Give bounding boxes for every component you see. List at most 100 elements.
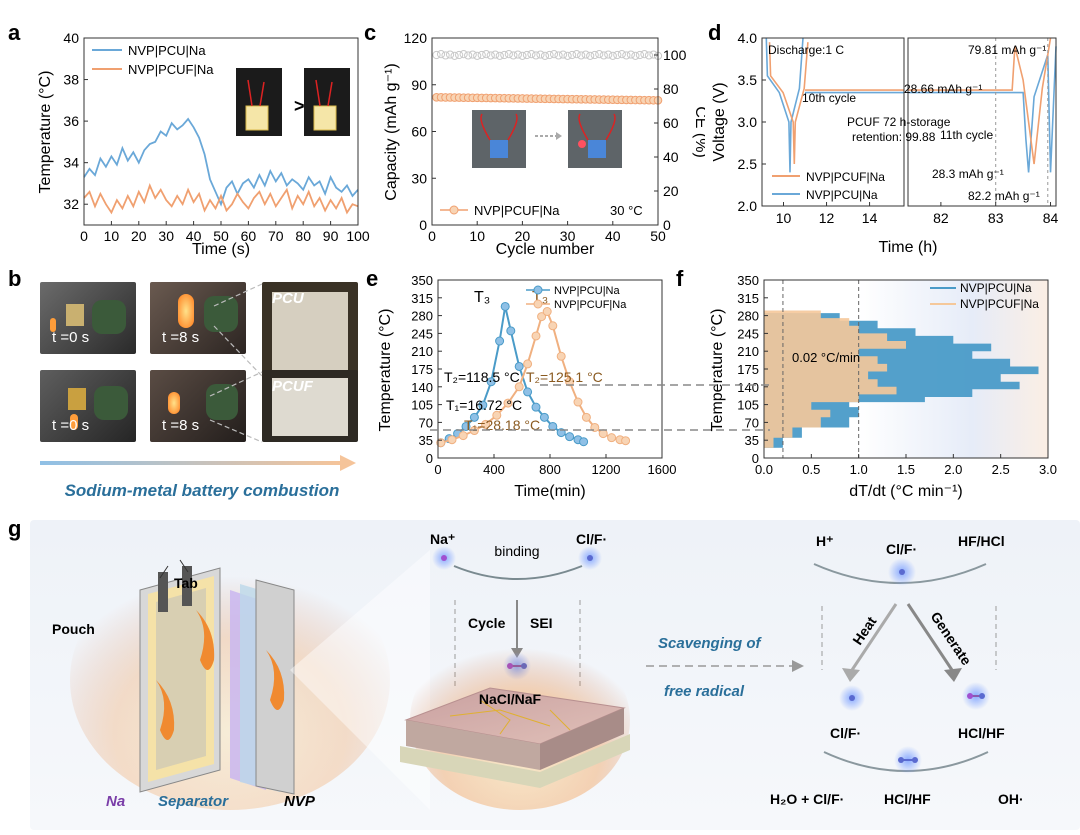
x-tick-label: 80 [295, 228, 311, 244]
d-pcu-left [765, 37, 804, 173]
x-tick-label: 14 [862, 210, 878, 226]
e-point-0 [495, 336, 505, 346]
y-tick-label: 245 [737, 326, 759, 341]
d-ann-11th: 11th cycle [940, 128, 993, 142]
x-tick-label: 40 [605, 228, 621, 244]
y2-tick-label: 60 [663, 115, 679, 131]
chart-e: 0 400 800 1200 16000357010514017521024528031… [377, 273, 677, 500]
f-legend-pcuf: NVP|PCUF|Na [960, 297, 1039, 311]
c-ce-point [513, 50, 522, 59]
e-point-1 [436, 438, 446, 448]
y-tick-label: 280 [737, 309, 759, 324]
g-label-heat: Heat [849, 613, 879, 647]
y-tick-label: 120 [404, 30, 428, 46]
b-caption: Sodium-metal battery combustion [65, 481, 340, 500]
g-label-nvp: NVP [284, 793, 316, 810]
y-tick-label: 32 [63, 196, 79, 212]
e-point-1 [581, 412, 591, 422]
c-ce-point [577, 51, 586, 60]
y-tick-label: 34 [63, 155, 79, 171]
x-tick-label: 400 [483, 462, 505, 477]
y-tick-label: 3.5 [738, 72, 758, 88]
c-x-axis-label: Cycle number [496, 241, 595, 258]
f-area-1 [764, 310, 906, 448]
a-legend-pcuf: NVP|PCUF|Na [128, 62, 214, 77]
c-ce-point [545, 50, 554, 60]
c-ce-point [608, 51, 617, 60]
b-tag-pcuf: PCUF [272, 378, 313, 395]
c-ce-point [599, 51, 608, 60]
y-tick-label: 38 [63, 72, 79, 88]
g-label-hcl-hf-2: HCl/HF [884, 791, 931, 807]
panel-letter-e: e [366, 266, 379, 291]
c-ce-point [536, 50, 545, 59]
e-ann-t1-b: T₁=28.18 °C [464, 417, 540, 433]
g-label-hf-hcl: HF/HCl [958, 533, 1005, 549]
c-ce-point [436, 50, 446, 59]
b-tag-pcu: PCU [272, 290, 304, 307]
c-ce-point [509, 51, 518, 60]
c-y2-axis-label: CE (%) [692, 106, 705, 158]
e-legend: NVP|PCU|Na NVP|PCUF|Na [526, 285, 627, 311]
x-tick-label: 2.5 [992, 462, 1010, 477]
panel-letter-d: d [708, 20, 722, 45]
c-ce-point [631, 51, 640, 60]
a-y-axis-label: Temperature (°C) [37, 71, 54, 194]
x-tick-label: 1.0 [850, 462, 868, 477]
d-ann-10th: 10th cycle [802, 91, 856, 105]
d-ann-28-3: 28.3 mAh g⁻¹ [932, 167, 1004, 181]
c-ce-point [450, 51, 459, 60]
a-series-line-1 [83, 182, 359, 215]
x-tick-label: 1200 [592, 462, 621, 477]
c-ce-point [590, 50, 599, 60]
y2-tick-label: 0 [663, 217, 671, 233]
y-tick-label: 140 [737, 380, 759, 395]
d-ann-82: 82.2 mAh g⁻¹ [968, 189, 1040, 203]
panel-g: Tab Pouch Na Separator NVP [30, 520, 1080, 830]
x-tick-label: 0.0 [755, 462, 773, 477]
e-point-1 [447, 435, 457, 445]
f-x-axis-label: dT/dt (°C min⁻¹) [849, 483, 963, 500]
d-x-axis-label: Time (h) [879, 239, 938, 256]
c-ce-point [640, 50, 649, 59]
panel-letter-c: c [364, 20, 377, 45]
y-tick-label: 140 [411, 380, 433, 395]
x-tick-label: 0 [434, 462, 441, 477]
y-tick-label: 350 [737, 273, 759, 288]
x-tick-label: 90 [323, 228, 339, 244]
e-y-axis-label: Temperature (°C) [377, 309, 394, 432]
c-ce-point [644, 51, 654, 60]
g-label-free-radical: free radical [664, 683, 745, 700]
x-tick-label: 10 [776, 210, 792, 226]
battery-exploded-view [70, 550, 390, 810]
e-point-0 [579, 437, 589, 447]
c-legend: NVP|PCUF|Na 30 °C [440, 203, 643, 218]
e-point-1 [514, 382, 524, 392]
c-ce-point [540, 51, 550, 60]
y-tick-label: 315 [737, 291, 759, 306]
y-tick-label: 2.0 [738, 198, 758, 214]
x-tick-label: 1600 [648, 462, 677, 477]
e-point-1 [523, 359, 533, 369]
c-ce-point [595, 50, 604, 59]
f-annotation: 0.02 °C/min [792, 350, 860, 365]
d-ann-retention: retention: 99.88 [852, 130, 936, 144]
c-ce-point [504, 50, 513, 59]
photo-pcuf-residue: PCUF [262, 370, 358, 442]
d-ann-79: 79.81 mAh g⁻¹ [968, 43, 1046, 57]
y-tick-label: 245 [411, 326, 433, 341]
f-legend: NVP|PCU|Na NVP|PCUF|Na [930, 281, 1039, 311]
g-label-scavenging: Scavenging of [658, 635, 763, 652]
x-tick-label: 82 [933, 210, 949, 226]
e-point-0 [514, 361, 524, 371]
c-ce-point [554, 51, 563, 60]
e-point-1 [503, 398, 513, 408]
e-ann-t3-a: T₃ [474, 289, 490, 306]
binding-mechanism [400, 546, 630, 810]
d-pcu-right [908, 46, 1057, 173]
e-point-0 [486, 377, 496, 387]
c-ce-point [531, 51, 541, 60]
b-label-t0-top: t =0 s [52, 329, 90, 346]
y-tick-label: 210 [737, 344, 759, 359]
photo-pcu-residue: PCU [262, 282, 358, 376]
